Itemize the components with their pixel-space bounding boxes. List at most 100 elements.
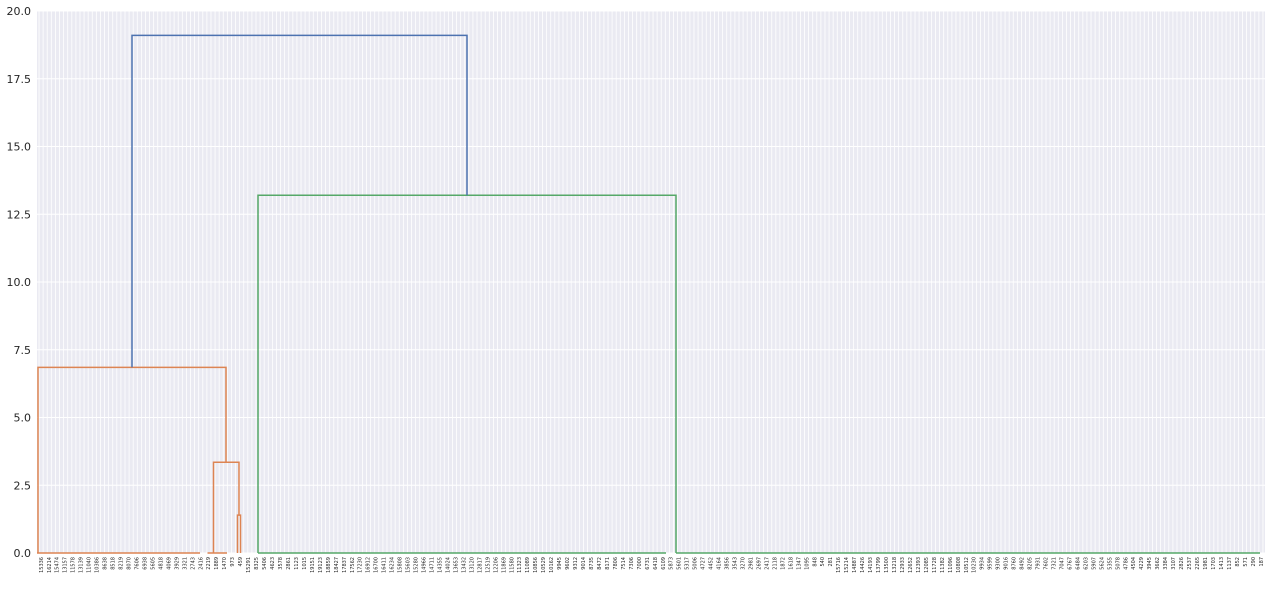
x-leaf-label: 10529 bbox=[541, 557, 547, 573]
x-leaf-label: 14426 bbox=[860, 557, 866, 573]
x-leaf-label: 9602 bbox=[565, 557, 571, 570]
x-leaf-label: 2697 bbox=[756, 557, 762, 570]
x-leaf-label: 2416 bbox=[198, 557, 204, 570]
y-axis-tick-labels: 0.0 2.5 5.0 7.5 10.0 12.5 15.0 17.5 20.0 bbox=[7, 5, 32, 560]
x-leaf-label: 12652 bbox=[908, 557, 914, 573]
x-leaf-label: 11096 bbox=[948, 557, 954, 573]
x-leaf-label: 17562 bbox=[350, 557, 356, 573]
x-leaf-label: 5406 bbox=[262, 557, 268, 570]
x-leaf-label: 5317 bbox=[685, 557, 691, 570]
x-leaf-label: 459 bbox=[238, 557, 244, 567]
x-leaf-label: 1123 bbox=[294, 557, 300, 570]
x-leaf-label: 7602 bbox=[1044, 557, 1050, 570]
x-leaf-label: 2981 bbox=[749, 557, 755, 570]
x-leaf-label: 6767 bbox=[1067, 557, 1073, 570]
x-leaf-label: 11869 bbox=[501, 557, 507, 573]
x-leaf-label: 8760 bbox=[1012, 557, 1018, 570]
x-leaf-label: 1095 bbox=[804, 557, 810, 570]
x-leaf-label: 14966 bbox=[422, 557, 428, 573]
x-leaf-label: 1618 bbox=[788, 557, 794, 570]
x-leaf-label: 2861 bbox=[286, 557, 292, 570]
y-tick-label: 5.0 bbox=[14, 412, 32, 425]
x-leaf-label: 2265 bbox=[1195, 557, 1201, 570]
x-leaf-label: 11382 bbox=[940, 557, 946, 573]
x-leaf-label: 15716 bbox=[836, 557, 842, 573]
x-leaf-label: 4229 bbox=[1139, 557, 1145, 570]
x-leaf-label: 16912 bbox=[366, 557, 372, 573]
y-tick-label: 17.5 bbox=[7, 73, 32, 86]
x-leaf-label: 5355 bbox=[1107, 557, 1113, 570]
x-leaf-label: 14024 bbox=[446, 557, 452, 573]
x-leaf-label: 16234 bbox=[390, 557, 396, 573]
x-leaf-label: 12519 bbox=[485, 557, 491, 573]
x-leaf-label: 9312 bbox=[573, 557, 579, 570]
dendrogram-link bbox=[131, 34, 468, 368]
x-leaf-label: 4727 bbox=[701, 557, 707, 570]
x-leaf-label: 2118 bbox=[772, 557, 778, 570]
x-leaf-label: 14887 bbox=[852, 557, 858, 573]
x-leaf-label: 187 bbox=[1259, 557, 1265, 567]
x-leaf-label: 3856 bbox=[725, 557, 731, 570]
x-leaf-label: 8325 bbox=[254, 557, 260, 570]
x-leaf-label: 7047 bbox=[1060, 557, 1066, 570]
x-leaf-label: 9945 bbox=[557, 557, 563, 570]
x-leaf-label: 12085 bbox=[924, 557, 930, 573]
x-leaf-label: 13799 bbox=[876, 557, 882, 573]
x-leaf-label: 10162 bbox=[549, 557, 555, 573]
x-leaf-label: 10856 bbox=[533, 557, 539, 573]
x-leaf-label: 1889 bbox=[214, 557, 220, 570]
y-tick-label: 20.0 bbox=[7, 5, 32, 18]
x-leaf-label: 281 bbox=[828, 557, 834, 567]
x-leaf-label: 6938 bbox=[142, 557, 148, 570]
x-leaf-label: 14355 bbox=[438, 557, 444, 573]
x-leaf-label: 3321 bbox=[182, 557, 188, 570]
x-leaf-label: 1470 bbox=[222, 557, 228, 570]
x-leaf-label: 4452 bbox=[709, 557, 715, 570]
y-tick-label: 0.0 bbox=[14, 547, 32, 560]
x-leaf-label: 3270 bbox=[741, 557, 747, 570]
x-leaf-label: 10512 bbox=[964, 557, 970, 573]
x-leaf-label: 13218 bbox=[892, 557, 898, 573]
x-leaf-label: 9016 bbox=[1004, 557, 1010, 570]
x-leaf-label: 4786 bbox=[1123, 557, 1129, 570]
x-leaf-label: 5624 bbox=[1099, 557, 1105, 570]
x-leaf-label: 8638 bbox=[103, 557, 109, 570]
x-leaf-label: 13120 bbox=[469, 557, 475, 573]
x-leaf-label: 1981 bbox=[1203, 557, 1209, 570]
x-leaf-label: 8219 bbox=[118, 557, 124, 570]
x-leaf-label: 852 bbox=[1235, 557, 1241, 567]
x-leaf-label: 15603 bbox=[406, 557, 412, 573]
x-leaf-label: 14193 bbox=[868, 557, 874, 573]
x-leaf-label: 15808 bbox=[398, 557, 404, 573]
x-leaf-label: 12817 bbox=[477, 557, 483, 573]
x-leaf-label: 13500 bbox=[884, 557, 890, 573]
x-leaf-label: 10808 bbox=[956, 557, 962, 573]
x-leaf-label: 1703 bbox=[1211, 557, 1217, 570]
x-leaf-label: 571 bbox=[1243, 557, 1249, 567]
x-leaf-label: 17230 bbox=[358, 557, 364, 573]
x-axis-leaf-labels: 15336 16214 15474 13157 11578 13139 11040 10386… bbox=[39, 557, 1265, 573]
x-leaf-label: 12393 bbox=[916, 557, 922, 573]
x-leaf-label: 16700 bbox=[374, 557, 380, 573]
x-leaf-label: 290 bbox=[1251, 557, 1257, 567]
x-leaf-label: 7000 bbox=[637, 557, 643, 570]
x-leaf-label: 3929 bbox=[174, 557, 180, 570]
x-leaf-label: 13432 bbox=[461, 557, 467, 573]
x-leaf-label: 10230 bbox=[972, 557, 978, 573]
x-leaf-label: 18859 bbox=[326, 557, 332, 573]
x-leaf-label: 5601 bbox=[677, 557, 683, 570]
x-leaf-label: 12933 bbox=[900, 557, 906, 573]
x-leaf-label: 8518 bbox=[111, 557, 117, 570]
x-leaf-label: 4069 bbox=[166, 557, 172, 570]
x-leaf-label: 8205 bbox=[1028, 557, 1034, 570]
x-leaf-label: 1015 bbox=[302, 557, 308, 570]
x-leaf-label: 2743 bbox=[190, 557, 196, 570]
dendrogram-links bbox=[37, 34, 1260, 554]
x-leaf-label: 3945 bbox=[1147, 557, 1153, 570]
x-leaf-label: 2219 bbox=[206, 557, 212, 570]
x-leaf-label: 848 bbox=[812, 557, 818, 567]
x-leaf-label: 7606 bbox=[134, 557, 140, 570]
y-tick-label: 2.5 bbox=[14, 479, 32, 492]
x-leaf-label: 1413 bbox=[1219, 557, 1225, 570]
